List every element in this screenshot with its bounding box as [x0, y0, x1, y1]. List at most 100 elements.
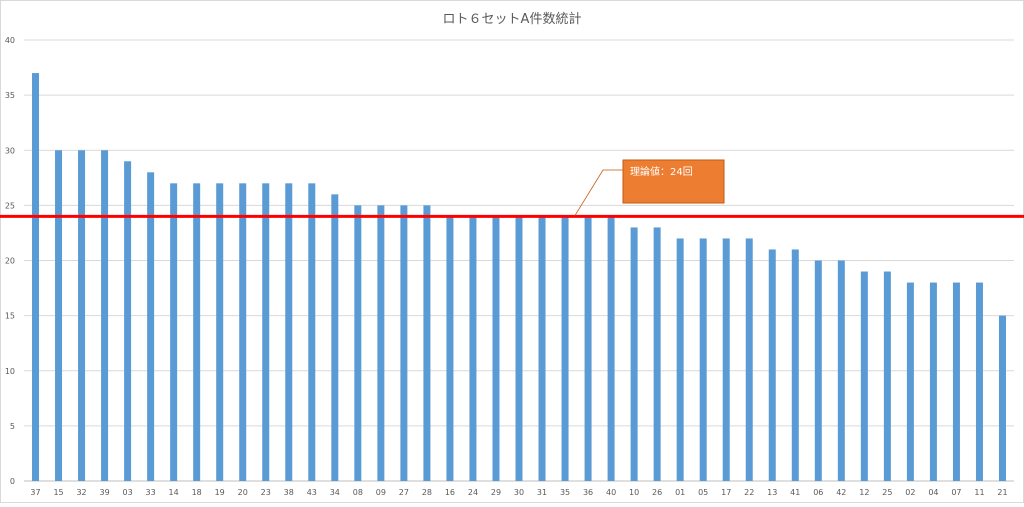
x-tick-label: 38: [284, 488, 294, 497]
x-tick-label: 06: [813, 488, 823, 497]
x-tick-label: 31: [537, 488, 547, 497]
bar: [193, 183, 201, 481]
x-tick-label: 12: [859, 488, 869, 497]
annotation-callout: 理論値：24回: [574, 159, 725, 216]
bar: [331, 194, 339, 481]
y-tick-label: 35: [5, 91, 15, 100]
bar: [262, 183, 270, 481]
x-tick-label: 17: [721, 488, 731, 497]
bar: [768, 249, 776, 481]
annotation-box: [622, 159, 725, 204]
bar: [814, 260, 822, 481]
x-tick-label: 41: [790, 488, 800, 497]
bar: [492, 216, 500, 481]
bar: [791, 249, 799, 481]
x-tick-label: 18: [192, 488, 202, 497]
x-tick-label: 07: [951, 488, 961, 497]
annotation-leader-line: [574, 169, 623, 216]
bar: [883, 271, 891, 481]
x-tick-label: 25: [882, 488, 892, 497]
bars: [32, 73, 1006, 482]
y-tick-label: 0: [10, 477, 15, 486]
x-tick-label: 10: [629, 488, 639, 497]
gridlines: [24, 39, 1014, 482]
x-tick-label: 05: [698, 488, 708, 497]
x-tick-label: 34: [330, 488, 340, 497]
bar: [216, 183, 224, 481]
bar: [354, 205, 362, 481]
bar: [147, 172, 155, 482]
bar: [607, 216, 615, 481]
x-tick-label: 11: [974, 488, 984, 497]
bar: [170, 183, 178, 481]
x-tick-label: 23: [261, 488, 271, 497]
x-tick-label: 09: [376, 488, 386, 497]
x-tick-label: 29: [491, 488, 501, 497]
bar: [78, 150, 86, 481]
y-tick-label: 10: [5, 367, 15, 376]
x-tick-label: 37: [30, 488, 40, 497]
bar: [377, 205, 385, 481]
x-tick-label: 19: [215, 488, 225, 497]
bar: [952, 282, 960, 481]
x-tick-label: 02: [905, 488, 915, 497]
x-tick-label: 39: [99, 488, 109, 497]
x-tick-label: 14: [169, 488, 179, 497]
bar: [469, 216, 477, 481]
x-tick-label: 15: [53, 488, 63, 497]
x-tick-label: 30: [514, 488, 524, 497]
bar: [55, 150, 63, 481]
bar: [124, 161, 132, 481]
bar: [722, 238, 730, 481]
bar: [538, 216, 546, 481]
bar: [285, 183, 293, 481]
x-tick-label: 21: [997, 488, 1007, 497]
y-tick-label: 15: [5, 312, 15, 321]
bar: [400, 205, 408, 481]
bar: [699, 238, 707, 481]
y-tick-label: 20: [5, 257, 15, 266]
bar: [975, 282, 983, 481]
bar: [32, 73, 40, 481]
bar: [308, 183, 316, 481]
x-tick-label: 16: [445, 488, 455, 497]
bar: [561, 216, 569, 481]
bar: [239, 183, 247, 481]
bar: [446, 216, 454, 481]
y-tick-label: 30: [5, 146, 15, 155]
y-tick-label: 25: [5, 201, 15, 210]
bar: [745, 238, 753, 481]
x-tick-label: 40: [606, 488, 616, 497]
bar: [998, 315, 1006, 481]
x-tick-label: 33: [146, 488, 156, 497]
x-tick-label: 27: [399, 488, 409, 497]
x-tick-label: 32: [76, 488, 86, 497]
bar: [837, 260, 845, 481]
y-tick-label: 40: [5, 36, 15, 45]
x-tick-label: 35: [560, 488, 570, 497]
bar: [676, 238, 684, 481]
x-tick-label: 43: [307, 488, 317, 497]
x-tick-label: 03: [123, 488, 133, 497]
x-tick-label: 04: [928, 488, 938, 497]
bar: [630, 227, 638, 481]
y-tick-label: 5: [10, 422, 15, 431]
chart-title: ロト６セットA件数統計: [443, 11, 582, 27]
y-axis-ticks: 0 5 10 15 20 25 30 35 40: [5, 36, 15, 486]
x-tick-label: 26: [652, 488, 662, 497]
bar: [515, 216, 523, 481]
bar: [860, 271, 868, 481]
x-tick-label: 20: [238, 488, 248, 497]
x-tick-label: 28: [422, 488, 432, 497]
bar: [929, 282, 937, 481]
bar: [906, 282, 914, 481]
bar: [584, 216, 592, 481]
x-tick-label: 42: [836, 488, 846, 497]
bar: [653, 227, 661, 481]
bar: [101, 150, 109, 481]
annotation-label: 理論値：24回: [630, 165, 693, 178]
x-tick-label: 22: [744, 488, 754, 497]
x-tick-label: 24: [468, 488, 478, 497]
x-tick-label: 36: [583, 488, 593, 497]
